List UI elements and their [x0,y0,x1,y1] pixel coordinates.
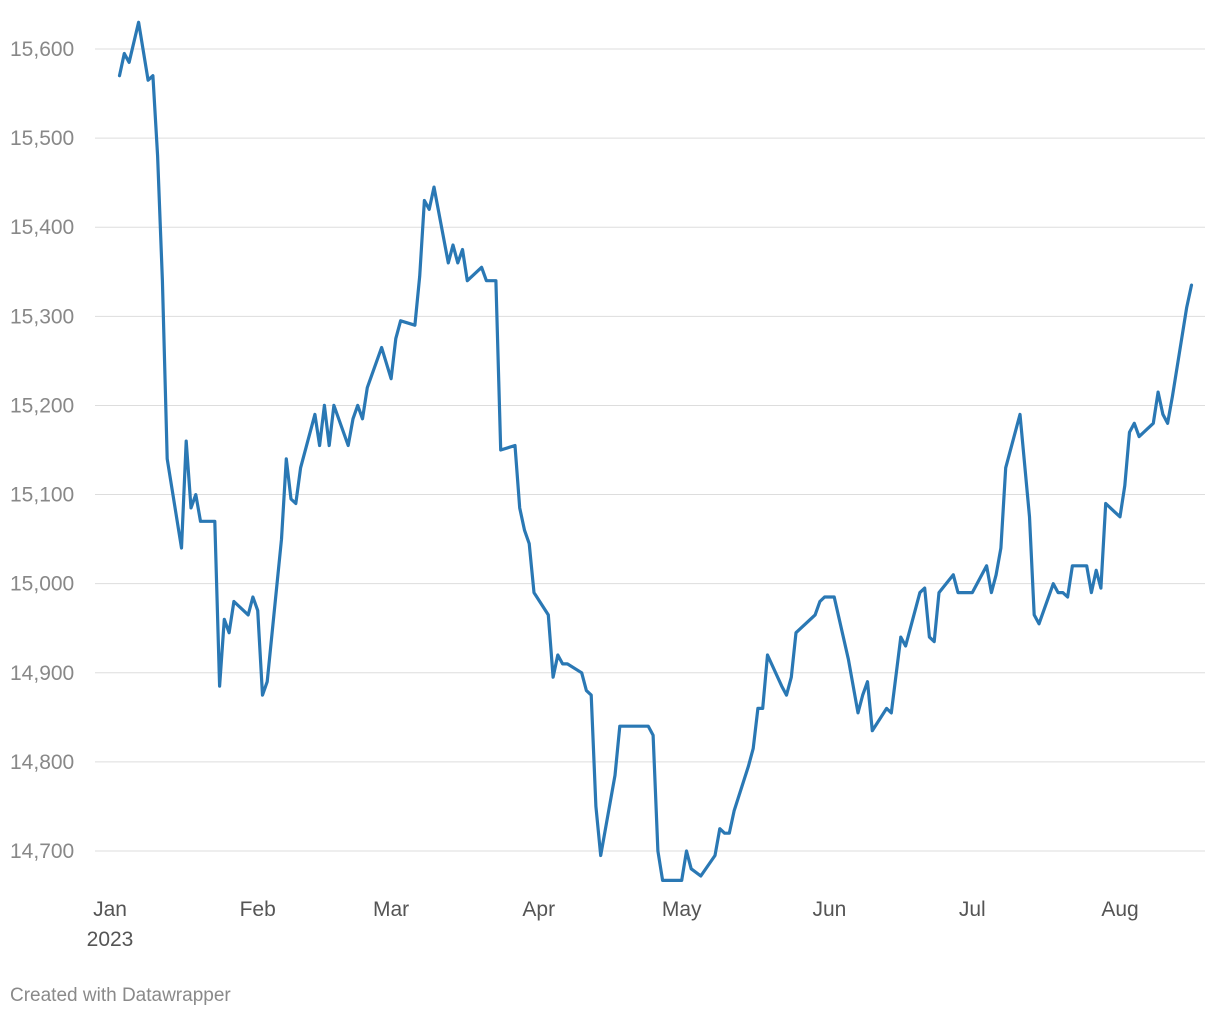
series-group [117,20,1194,882]
y-tick-label: 14,800 [10,751,74,774]
series-line [117,20,1194,882]
y-tick-label: 15,100 [10,484,74,507]
y-tick-label: 15,200 [10,394,74,417]
x-tick-label: Mar [373,898,409,921]
y-tick-label: 15,400 [10,216,74,239]
x-tick-label: Jan [93,898,127,921]
y-tick-label: 15,300 [10,305,74,328]
line-chart: 14,700 14,800 14,900 15,000 15,100 15,200 15,3… [10,20,1205,951]
x-tick-label: Jun [812,898,846,921]
x-tick-label: Feb [240,898,276,921]
gridlines [95,48,1205,852]
y-tick-label: 15,500 [10,127,74,150]
y-axis: 14,700 14,800 14,900 15,000 15,100 15,200 15,3… [10,38,74,863]
y-tick-label: 14,700 [10,840,74,863]
y-tick-label: 15,000 [10,573,74,596]
x-tick-label: Apr [522,898,555,921]
x-tick-label: May [662,898,702,921]
y-tick-label: 14,900 [10,662,74,685]
credit-text: Created with Datawrapper [10,985,231,1006]
y-tick-label: 15,600 [10,38,74,61]
x-tick-sublabel: 2023 [87,928,134,951]
x-tick-label: Aug [1101,898,1138,921]
x-axis: Jan 2023 Feb Mar Apr May Jun Jul Aug [87,898,1139,951]
x-tick-label: Jul [959,898,986,921]
